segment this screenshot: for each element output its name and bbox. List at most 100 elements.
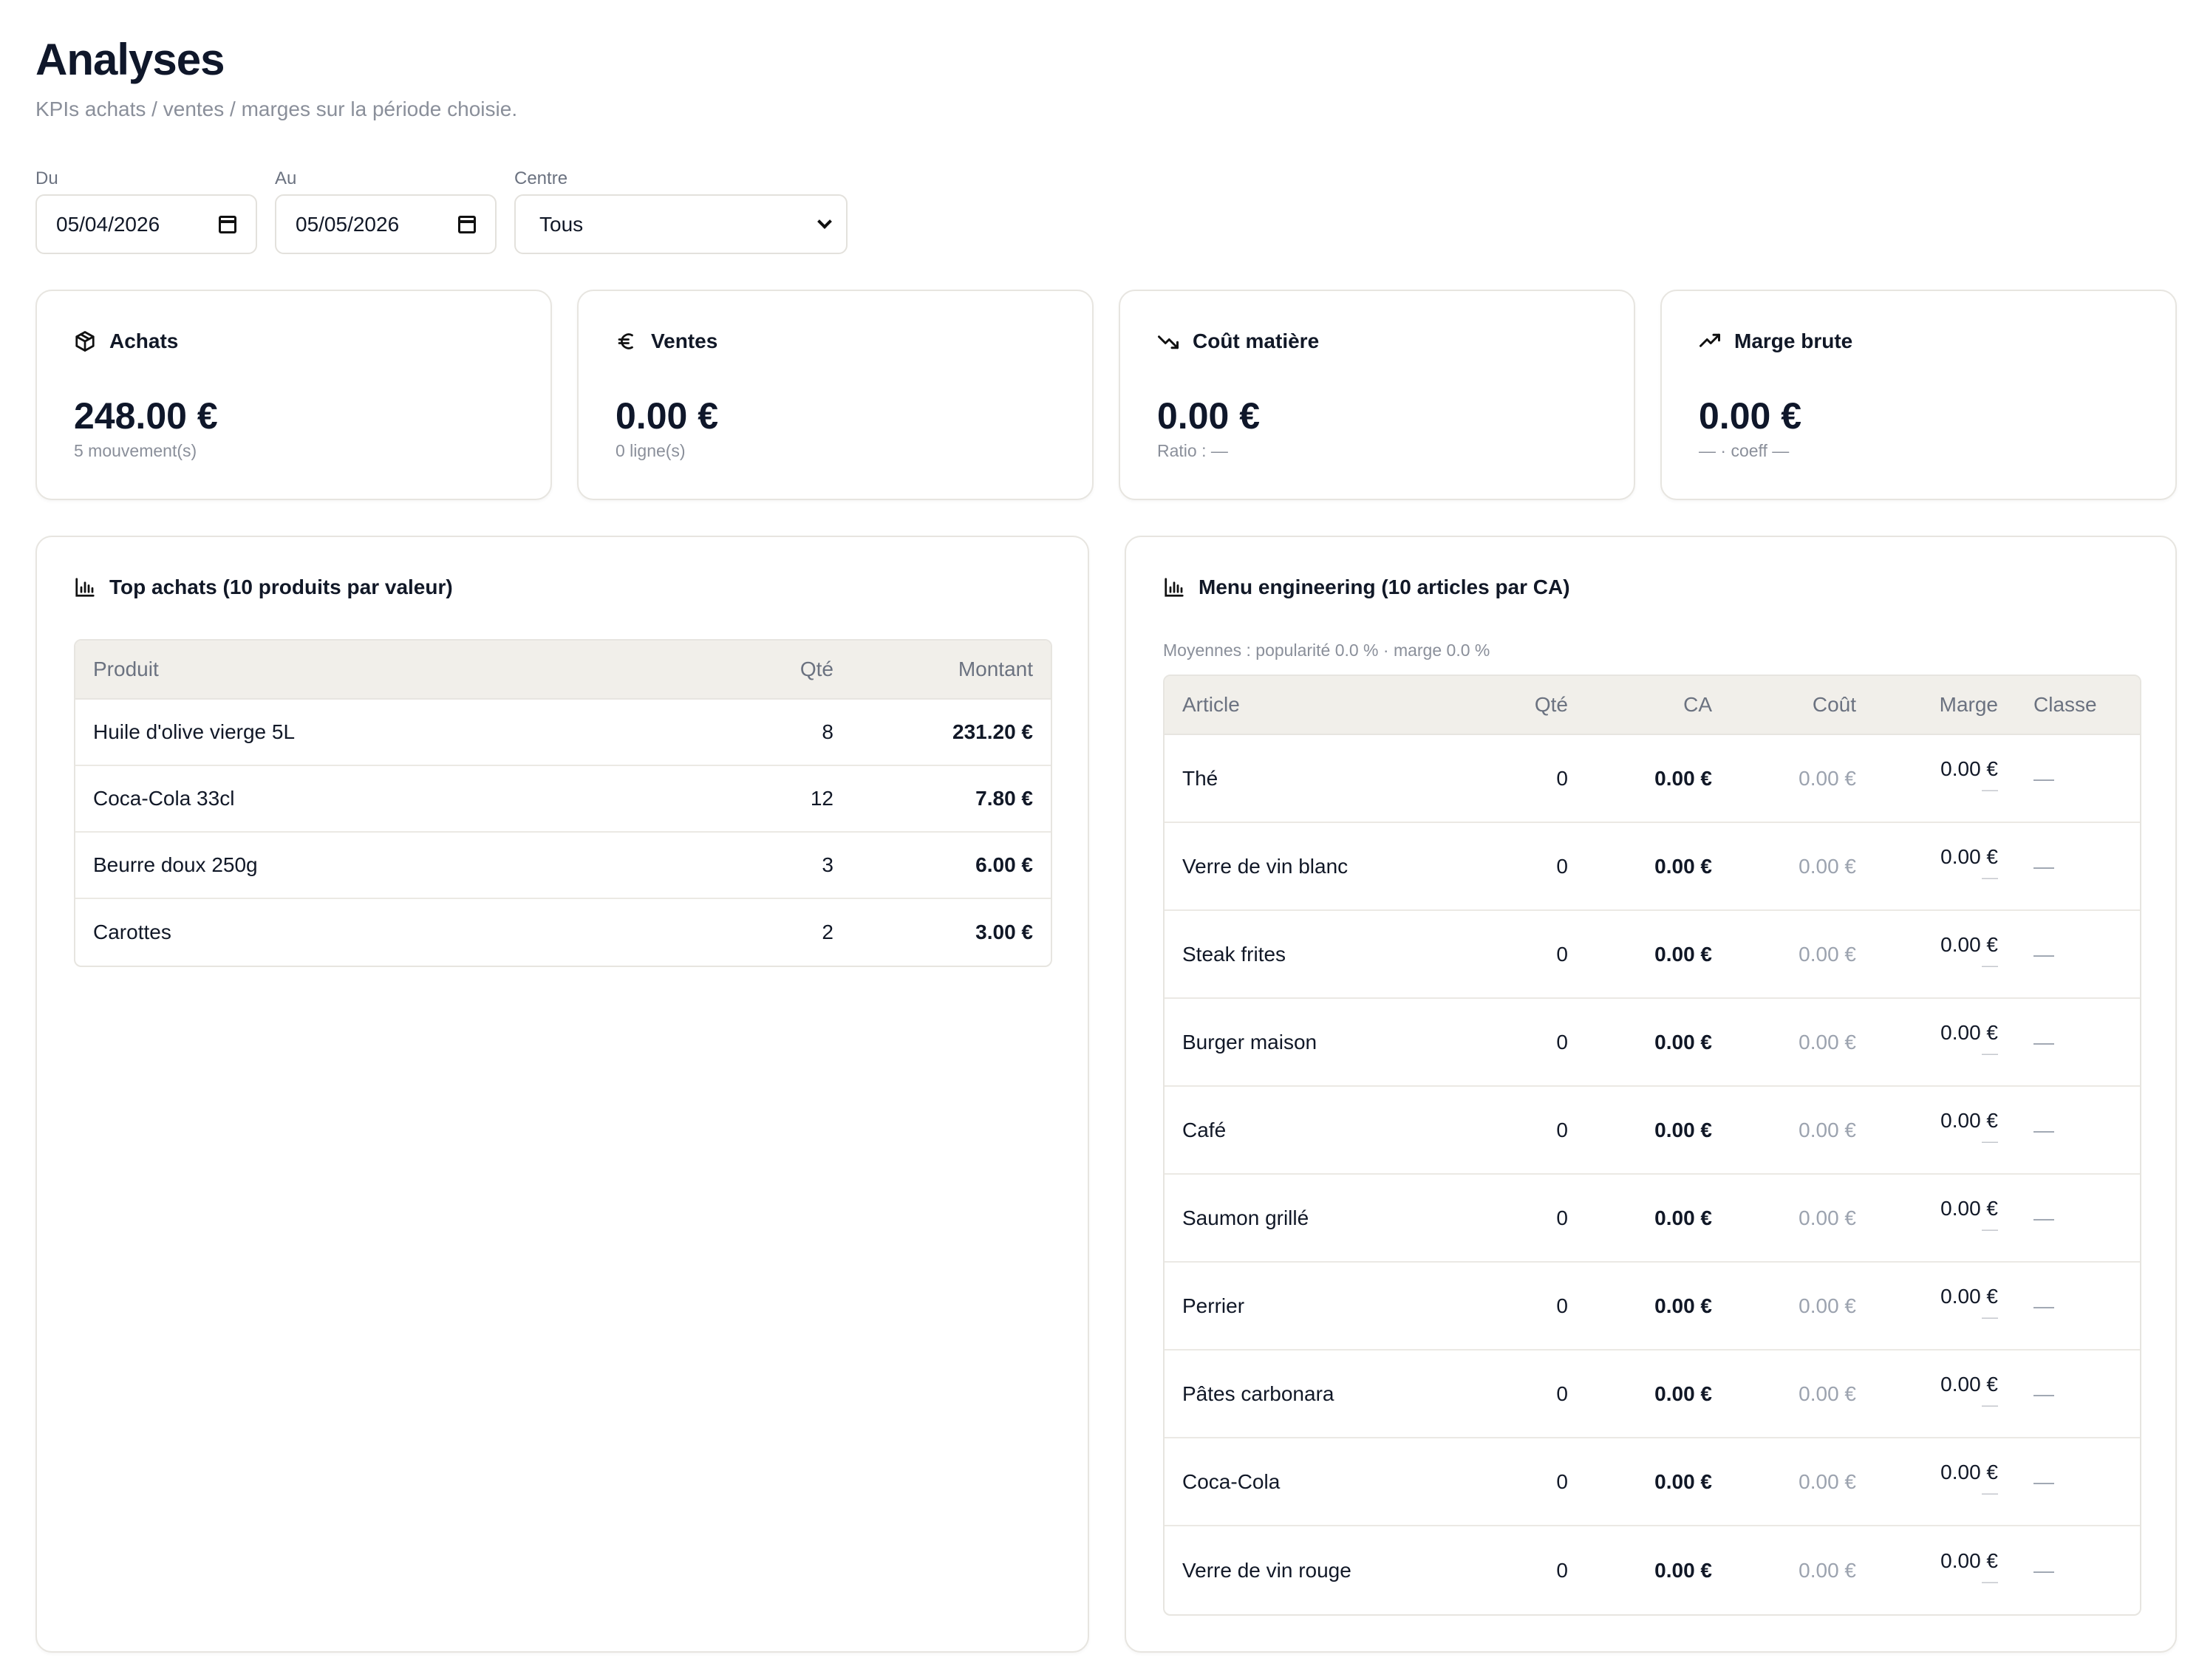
top-achats-table: Produit Qté Montant Huile d'olive vierge… (74, 639, 1052, 967)
cell-qte: 0 (1556, 1206, 1568, 1229)
table-row[interactable]: Huile d'olive vierge 5L 8 231.20 € (75, 700, 1051, 766)
cell-ca: 0.00 € (1654, 854, 1712, 878)
trending-up-icon (1699, 333, 1720, 347)
table-row[interactable]: Carottes 2 3.00 € (75, 899, 1051, 966)
averages-note: Moyennes : popularité 0.0 % · marge 0.0 … (1163, 641, 1490, 660)
cell-qte: 0 (1556, 854, 1568, 878)
cell-marge: 0.00 € — (1874, 845, 2016, 887)
trending-down-icon (1158, 335, 1179, 349)
marge-value: 0.00 € (1940, 1461, 1998, 1483)
cell-cout: 0.00 € (1799, 1469, 1856, 1493)
table-row[interactable]: Verre de vin blanc 0 0.00 €0.00 €0.00 € — — (1165, 823, 2140, 911)
table-row[interactable]: Coca-Cola 0 0.00 €0.00 €0.00 € — — (1165, 1438, 2140, 1526)
column-header-classe[interactable]: Classe (2033, 693, 2097, 716)
cell-marge: 0.00 € — (1874, 1549, 2016, 1591)
cell-ca: 0.00 € (1654, 1558, 1712, 1582)
cell-produit: Carottes (93, 921, 171, 943)
cell-classe: — (2033, 1294, 2054, 1317)
table-row[interactable]: Perrier 0 0.00 €0.00 €0.00 € — — (1165, 1263, 2140, 1351)
cell-article: Perrier (1182, 1294, 1245, 1317)
marge-value: 0.00 € (1940, 1549, 1998, 1572)
menu-engineering-table: Article Qté CA Coût Marge Classe Thé 0 0.0… (1163, 675, 2141, 1616)
marge-value: 0.00 € (1940, 845, 1998, 868)
cell-qte: 2 (822, 921, 833, 943)
cell-ca: 0.00 € (1654, 1294, 1712, 1317)
column-header-montant[interactable]: Montant (958, 658, 1033, 680)
panel-title: Top achats (10 produits par valeur) (109, 576, 453, 598)
cell-montant: 7.80 € (975, 787, 1033, 810)
cell-classe: — (2033, 1469, 2054, 1493)
column-header-marge[interactable]: Marge (1939, 693, 1998, 716)
cell-classe: — (2033, 854, 2054, 878)
marge-value: 0.00 € (1940, 757, 1998, 780)
column-header-ca[interactable]: CA (1683, 693, 1712, 716)
kpi-subtext: — · coeff — (1699, 441, 1790, 460)
centre-select[interactable]: Tous (514, 194, 848, 254)
cell-cout: 0.00 € (1799, 1294, 1856, 1317)
column-header-produit[interactable]: Produit (93, 658, 159, 680)
to-date-label: Au (275, 168, 297, 188)
marge-subvalue: — (1982, 779, 1998, 799)
marge-subvalue: — (1982, 1483, 1998, 1502)
column-header-cout[interactable]: Coût (1812, 693, 1856, 716)
centre-value: Tous (539, 212, 584, 236)
table-row[interactable]: Café 0 0.00 €0.00 €0.00 € — — (1165, 1087, 2140, 1175)
column-header-qte[interactable]: Qté (1534, 693, 1568, 716)
table-row[interactable]: Coca-Cola 33cl 12 7.80 € (75, 766, 1051, 833)
cell-marge: 0.00 € — (1874, 933, 2016, 974)
table-row[interactable]: Thé 0 0.00 €0.00 €0.00 € — — (1165, 735, 2140, 823)
column-header-article[interactable]: Article (1182, 693, 1240, 716)
cell-ca: 0.00 € (1654, 1118, 1712, 1141)
cell-qte: 0 (1556, 942, 1568, 966)
table-header: Article Qté CA Coût Marge Classe (1165, 676, 2140, 735)
euro-icon (618, 333, 633, 349)
cell-marge: 0.00 € — (1874, 757, 2016, 799)
table-row[interactable]: Verre de vin rouge 0 0.00 €0.00 €0.00 € — — (1165, 1526, 2140, 1614)
bar-chart-icon (75, 578, 95, 597)
cell-montant: 3.00 € (975, 921, 1033, 943)
to-date-input[interactable]: 05/05/2026 (275, 194, 497, 254)
cell-cout: 0.00 € (1799, 1206, 1856, 1229)
kpi-value: 248.00 € (74, 395, 218, 437)
column-header-qte[interactable]: Qté (800, 658, 833, 680)
cell-montant: 231.20 € (952, 720, 1033, 743)
cell-marge: 0.00 € — (1874, 1461, 2016, 1502)
to-date-value: 05/05/2026 (296, 212, 400, 236)
cell-cout: 0.00 € (1799, 1118, 1856, 1141)
page-title: Analyses (35, 35, 225, 84)
cell-qte: 12 (810, 787, 833, 810)
table-row[interactable]: Steak frites 0 0.00 €0.00 €0.00 € — — (1165, 911, 2140, 999)
cell-article: Coca-Cola (1182, 1469, 1281, 1493)
cell-classe: — (2033, 1030, 2054, 1054)
table-row[interactable]: Saumon grillé 0 0.00 €0.00 €0.00 € — — (1165, 1175, 2140, 1263)
cell-cout: 0.00 € (1799, 1558, 1856, 1582)
cell-article: Café (1182, 1118, 1227, 1141)
kpi-card-marge-brute: Marge brute 0.00 € — · coeff — (1660, 290, 2177, 500)
panel-title: Menu engineering (10 articles par CA) (1199, 576, 1570, 598)
from-date-input[interactable]: 05/04/2026 (35, 194, 257, 254)
marge-value: 0.00 € (1940, 1373, 1998, 1396)
table-row[interactable]: Pâtes carbonara 0 0.00 €0.00 €0.00 € — — (1165, 1351, 2140, 1438)
cell-marge: 0.00 € — (1874, 1197, 2016, 1238)
cell-classe: — (2033, 1206, 2054, 1229)
top-achats-panel: Top achats (10 produits par valeur) Prod… (35, 536, 1089, 1653)
cell-classe: — (2033, 1382, 2054, 1405)
cell-ca: 0.00 € (1654, 766, 1712, 790)
chevron-down-icon (817, 214, 832, 229)
table-row[interactable]: Beurre doux 250g 3 6.00 € (75, 833, 1051, 899)
cell-cout: 0.00 € (1799, 766, 1856, 790)
kpi-label: Ventes (651, 329, 718, 352)
calendar-icon[interactable] (219, 215, 236, 233)
marge-subvalue: — (1982, 1043, 1998, 1062)
page-subtitle: KPIs achats / ventes / marges sur la pér… (35, 98, 518, 120)
marge-subvalue: — (1982, 1219, 1998, 1238)
kpi-label: Marge brute (1734, 329, 1853, 352)
marge-value: 0.00 € (1940, 1109, 1998, 1132)
table-row[interactable]: Burger maison 0 0.00 €0.00 €0.00 € — — (1165, 999, 2140, 1087)
kpi-card-ventes: Ventes 0.00 € 0 ligne(s) (577, 290, 1094, 500)
kpi-subtext: 5 mouvement(s) (74, 441, 197, 460)
cell-qte: 3 (822, 853, 833, 876)
marge-value: 0.00 € (1940, 1285, 1998, 1308)
cell-ca: 0.00 € (1654, 1469, 1712, 1493)
calendar-icon[interactable] (458, 215, 476, 233)
